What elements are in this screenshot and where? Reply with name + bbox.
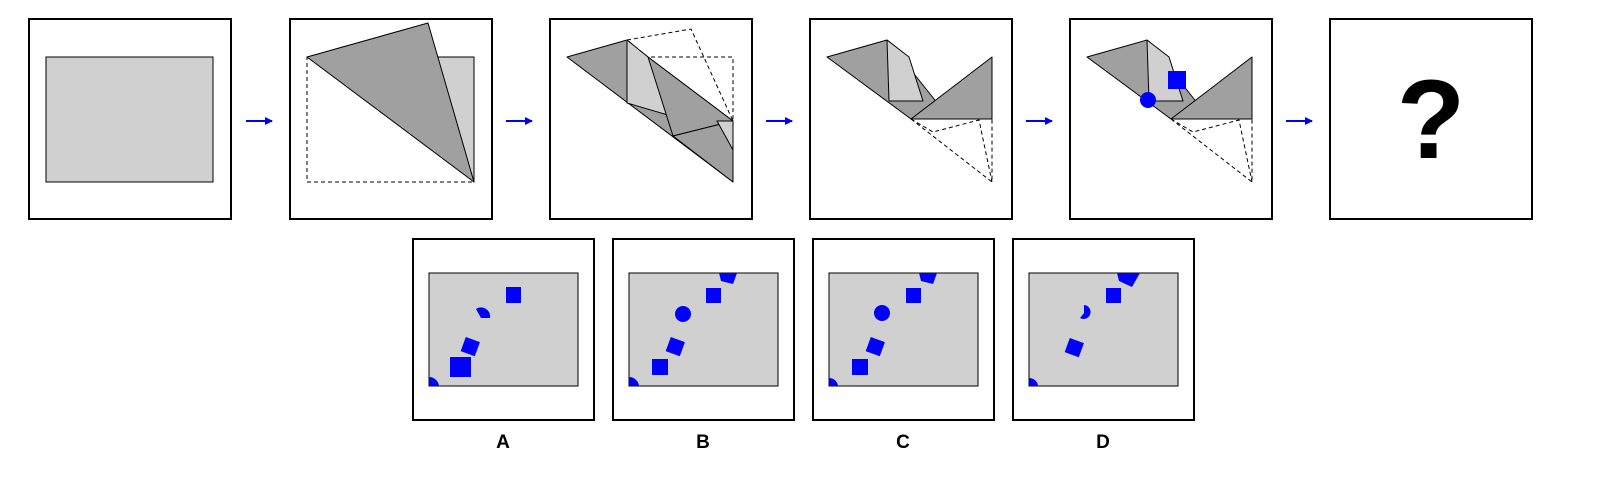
- square-punch-icon: [1117, 273, 1140, 287]
- option-label: B: [696, 432, 710, 453]
- option-label: D: [1096, 432, 1110, 453]
- square-punch-icon: [506, 287, 521, 303]
- fold-flap-lower: [672, 120, 734, 183]
- previous-crease: [910, 118, 993, 183]
- square-punch-icon: [1064, 338, 1084, 358]
- option-d[interactable]: D: [1012, 238, 1195, 453]
- square-punch-icon: [665, 337, 685, 357]
- circle-punch-icon: [1140, 92, 1156, 108]
- option-label: C: [896, 432, 910, 453]
- square-punch-icon: [652, 359, 668, 375]
- circle-punch-icon: [675, 306, 691, 322]
- step-5-panel: [1069, 18, 1273, 220]
- circle-punch-icon: [476, 307, 491, 318]
- square-punch-icon: [906, 288, 921, 303]
- square-punch-icon: [919, 273, 937, 284]
- square-punch-icon: [460, 337, 480, 357]
- fold-layer-light: [886, 39, 924, 102]
- step-2-panel: [289, 18, 493, 220]
- circle-punch-icon: [874, 305, 890, 321]
- square-punch-icon: [1106, 288, 1121, 303]
- paper-sheet: [45, 56, 214, 183]
- fold-flap-right: [1170, 56, 1253, 120]
- square-punch-icon: [719, 273, 737, 284]
- circle-punch-icon: [629, 376, 639, 386]
- option-b[interactable]: B: [612, 238, 795, 453]
- paper-sheet: [628, 272, 779, 387]
- square-punch-icon: [865, 337, 885, 357]
- original-outline: [306, 56, 475, 183]
- circle-punch-icon: [429, 376, 439, 386]
- option-a[interactable]: A: [412, 238, 595, 453]
- paper-sheet: [828, 272, 979, 387]
- square-punch-icon: [1168, 71, 1186, 89]
- fold-flap-right: [910, 56, 993, 120]
- question-mark: ?: [1397, 57, 1465, 182]
- circle-punch-icon: [1080, 305, 1091, 319]
- fold-sliver: [716, 120, 734, 151]
- step-3-panel: [549, 18, 753, 220]
- square-punch-icon: [852, 359, 868, 375]
- circle-punch-icon: [829, 377, 838, 386]
- answer-panel: ?: [1329, 18, 1533, 220]
- option-label: A: [496, 432, 510, 453]
- square-punch-icon: [450, 357, 471, 377]
- step-1-panel: [28, 18, 232, 220]
- paper-sheet: [1028, 272, 1179, 387]
- folded-flap: [306, 22, 475, 183]
- previous-crease: [1170, 118, 1253, 183]
- option-c[interactable]: C: [812, 238, 995, 453]
- previous-outline: [625, 28, 734, 122]
- step-4-panel: [809, 18, 1013, 220]
- circle-punch-icon: [1029, 377, 1038, 386]
- square-punch-icon: [706, 288, 721, 303]
